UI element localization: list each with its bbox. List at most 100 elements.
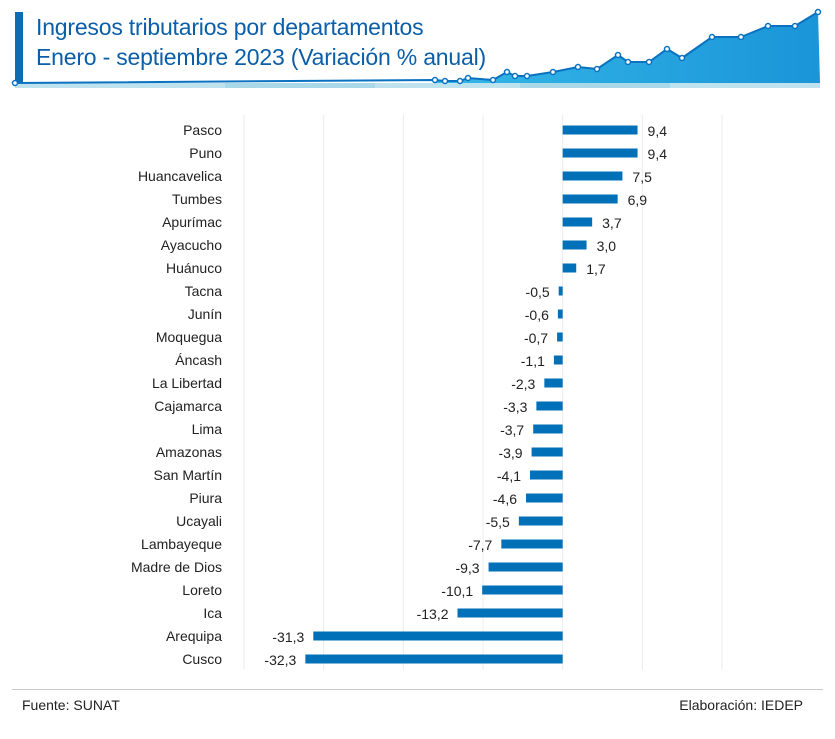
category-label: San Martín xyxy=(154,467,222,483)
header-base-strip xyxy=(15,83,820,88)
header-dot xyxy=(456,77,464,85)
value-label: 6,9 xyxy=(628,192,648,208)
header-decoration-graphic xyxy=(11,8,822,88)
value-label: -0,5 xyxy=(526,284,550,300)
category-label: Cajamarca xyxy=(154,398,222,414)
value-label: 7,5 xyxy=(632,169,652,185)
bar-ica xyxy=(457,608,563,618)
header: Ingresos tributarios por departamentos E… xyxy=(0,0,835,92)
category-label: Madre de Dios xyxy=(131,559,222,575)
category-label: La Libertad xyxy=(152,375,222,391)
header-dot xyxy=(708,33,716,41)
category-label: Ica xyxy=(203,605,222,621)
value-label: -31,3 xyxy=(272,629,304,645)
header-dots xyxy=(11,8,822,87)
value-label: -3,3 xyxy=(503,399,527,415)
header-area-shape xyxy=(435,12,820,83)
gridlines xyxy=(243,115,723,670)
value-label: 3,7 xyxy=(602,215,622,231)
footer-divider xyxy=(12,689,823,690)
category-label: Ayacucho xyxy=(161,237,222,253)
category-label: Huánuco xyxy=(166,260,222,276)
category-label: Arequipa xyxy=(166,628,222,644)
bar-loreto xyxy=(482,585,563,595)
header-dot xyxy=(431,76,439,84)
bar-tacna xyxy=(558,286,563,296)
bar-áncash xyxy=(553,355,563,365)
bar-san-martín xyxy=(530,470,563,480)
bar-ucayali xyxy=(518,516,563,526)
header-dot xyxy=(574,63,582,71)
value-label: -4,1 xyxy=(497,468,521,484)
credit-note: Elaboración: IEDEP xyxy=(679,697,803,713)
value-label: -0,6 xyxy=(525,307,549,323)
header-dot xyxy=(489,76,497,84)
bar-cajamarca xyxy=(536,401,563,411)
header-dot xyxy=(549,68,557,76)
header-line xyxy=(14,11,819,84)
bar-lambayeque xyxy=(501,539,563,549)
bar-apurímac xyxy=(562,217,593,227)
bar-piura xyxy=(526,493,563,503)
category-label: Piura xyxy=(189,490,222,506)
header-dot xyxy=(523,72,531,80)
value-labels: 9,4 9,4 7,5 6,9 3,7 3,0 1,7 -0,5 -0,6 -0,7 -1,1 -2,… xyxy=(264,123,667,668)
source-note: Fuente: SUNAT xyxy=(22,697,120,713)
category-label: Pasco xyxy=(183,122,222,138)
bar-lima xyxy=(533,424,563,434)
title-line-2: Enero - septiembre 2023 (Variación % anu… xyxy=(36,44,486,70)
header-dot xyxy=(503,68,511,76)
value-label: 9,4 xyxy=(648,146,668,162)
category-label: Lambayeque xyxy=(141,536,222,552)
title-accent-bar xyxy=(15,12,23,82)
header-dot xyxy=(645,58,653,66)
category-label: Ucayali xyxy=(176,513,222,529)
header-dot xyxy=(737,33,745,41)
category-label: Áncash xyxy=(175,352,222,368)
bar-moquegua xyxy=(557,332,563,342)
value-label: -2,3 xyxy=(511,376,535,392)
value-label: -1,1 xyxy=(521,353,545,369)
bar-tumbes xyxy=(562,194,618,204)
category-label: Lima xyxy=(192,421,223,437)
header-dot xyxy=(593,65,601,73)
category-label: Junín xyxy=(188,306,222,322)
bar-madre-de-dios xyxy=(488,562,563,572)
category-labels: Pasco Puno Huancavelica Tumbes Apurímac Ayacu… xyxy=(131,122,222,667)
bar-huancavelica xyxy=(562,171,623,181)
header-dot xyxy=(11,79,19,87)
header-dot xyxy=(441,77,449,85)
bar-arequipa xyxy=(313,631,563,641)
header-strip-segment xyxy=(520,83,670,88)
category-label: Tacna xyxy=(185,283,223,299)
value-label: 3,0 xyxy=(597,238,617,254)
value-label: -0,7 xyxy=(524,330,548,346)
bar-la-libertad xyxy=(544,378,563,388)
value-label: 1,7 xyxy=(586,261,606,277)
header-dot xyxy=(614,51,622,59)
value-label: -9,3 xyxy=(455,560,479,576)
value-label: -7,7 xyxy=(468,537,492,553)
category-label: Apurímac xyxy=(162,214,222,230)
category-label: Moquegua xyxy=(156,329,222,345)
category-label: Tumbes xyxy=(172,191,222,207)
header-strip-segment xyxy=(225,83,375,88)
bar-junín xyxy=(557,309,563,319)
bars xyxy=(305,125,638,664)
value-label: -5,5 xyxy=(486,514,510,530)
category-label: Huancavelica xyxy=(138,168,222,184)
value-label: -13,2 xyxy=(417,606,449,622)
category-label: Puno xyxy=(189,145,222,161)
chart-title: Ingresos tributarios por departamentos E… xyxy=(36,12,486,72)
category-label: Loreto xyxy=(182,582,222,598)
bar-cusco xyxy=(305,654,563,664)
category-label: Amazonas xyxy=(156,444,222,460)
header-dot xyxy=(764,22,772,30)
bar-huánuco xyxy=(562,263,577,273)
header-dot xyxy=(678,54,686,62)
bar-puno xyxy=(562,148,638,158)
value-label: -4,6 xyxy=(493,491,517,507)
value-label: -3,7 xyxy=(500,422,524,438)
header-dot xyxy=(624,58,632,66)
bar-chart: Pasco Puno Huancavelica Tumbes Apurímac Ayacu… xyxy=(131,115,723,670)
